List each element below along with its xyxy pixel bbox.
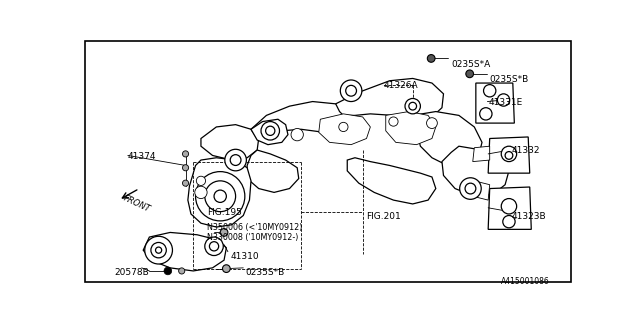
Circle shape — [205, 237, 223, 256]
Circle shape — [205, 181, 236, 212]
Polygon shape — [413, 112, 482, 165]
Circle shape — [230, 155, 241, 165]
Text: 0235S*A: 0235S*A — [451, 60, 490, 69]
Circle shape — [480, 108, 492, 120]
Circle shape — [465, 183, 476, 194]
Circle shape — [220, 228, 228, 236]
Text: 41331E: 41331E — [488, 99, 522, 108]
Circle shape — [428, 55, 435, 62]
Circle shape — [164, 267, 172, 275]
Text: A415001086: A415001086 — [501, 277, 550, 286]
Text: 0235S*B: 0235S*B — [246, 268, 285, 277]
Polygon shape — [336, 78, 444, 119]
Circle shape — [291, 129, 303, 141]
Circle shape — [196, 172, 245, 221]
Circle shape — [145, 236, 172, 264]
Polygon shape — [319, 114, 371, 145]
Circle shape — [261, 122, 280, 140]
Circle shape — [266, 126, 275, 135]
Circle shape — [503, 215, 515, 228]
Circle shape — [389, 117, 398, 126]
Circle shape — [151, 243, 166, 258]
Circle shape — [484, 84, 496, 97]
Polygon shape — [386, 112, 436, 145]
Circle shape — [466, 70, 474, 78]
Circle shape — [156, 247, 162, 253]
Circle shape — [179, 268, 185, 274]
Polygon shape — [201, 124, 259, 160]
Text: 41332: 41332 — [511, 146, 540, 155]
Circle shape — [182, 165, 189, 171]
Text: FRONT: FRONT — [122, 194, 152, 214]
Polygon shape — [473, 146, 490, 162]
Circle shape — [196, 176, 205, 186]
Polygon shape — [473, 181, 490, 200]
Polygon shape — [247, 150, 299, 192]
Circle shape — [346, 85, 356, 96]
Polygon shape — [251, 101, 359, 139]
Circle shape — [223, 265, 230, 273]
Polygon shape — [251, 119, 288, 145]
Polygon shape — [143, 232, 227, 271]
Polygon shape — [476, 83, 515, 123]
Circle shape — [195, 186, 207, 198]
Circle shape — [427, 118, 437, 129]
Text: 41323B: 41323B — [511, 212, 546, 221]
Circle shape — [501, 146, 516, 162]
Circle shape — [409, 102, 417, 110]
Polygon shape — [442, 146, 509, 196]
Circle shape — [339, 122, 348, 132]
Text: FIG.195: FIG.195 — [207, 208, 242, 217]
Circle shape — [405, 99, 420, 114]
Text: FIG.201: FIG.201 — [367, 212, 401, 221]
Circle shape — [225, 149, 246, 171]
Text: 20578B: 20578B — [114, 268, 148, 277]
Circle shape — [505, 152, 513, 159]
Text: 0235S*B: 0235S*B — [490, 75, 529, 84]
Polygon shape — [488, 187, 531, 229]
Polygon shape — [188, 158, 251, 227]
Circle shape — [340, 80, 362, 101]
Polygon shape — [488, 137, 530, 173]
Text: 41310: 41310 — [230, 252, 259, 261]
Circle shape — [182, 151, 189, 157]
Circle shape — [497, 94, 509, 106]
Circle shape — [214, 190, 227, 203]
Text: 41374: 41374 — [128, 152, 156, 161]
Circle shape — [182, 180, 189, 186]
Text: 41326A: 41326A — [383, 81, 418, 90]
Circle shape — [209, 242, 219, 251]
Text: N330008 ('10MY0912-): N330008 ('10MY0912-) — [207, 233, 298, 242]
Circle shape — [460, 178, 481, 199]
Polygon shape — [348, 158, 436, 204]
Circle shape — [501, 198, 516, 214]
Text: N350006 (<'10MY0912): N350006 (<'10MY0912) — [207, 223, 303, 232]
